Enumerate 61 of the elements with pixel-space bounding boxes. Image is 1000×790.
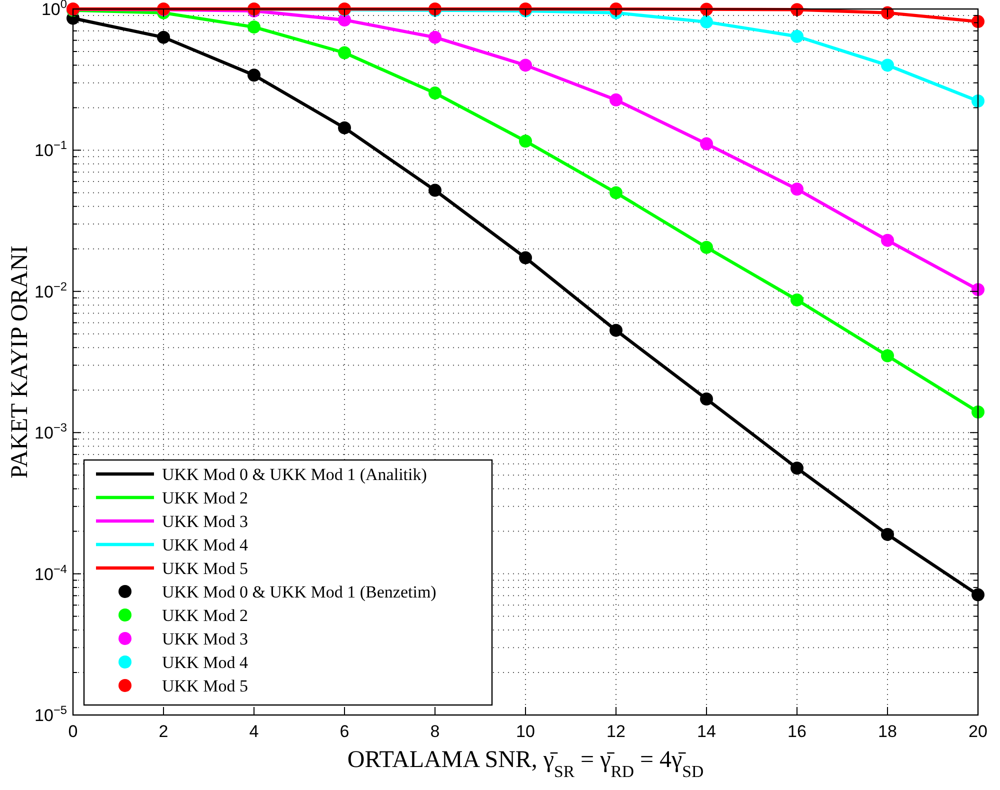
point: [972, 405, 984, 418]
point: [790, 30, 804, 43]
point: [790, 293, 804, 306]
point: [790, 182, 804, 196]
point: [700, 240, 713, 254]
legend-label: UKK Mod 4: [162, 536, 248, 554]
point: [338, 121, 351, 134]
legend-label: UKK Mod 5: [162, 676, 248, 696]
x-tick-label: 2: [158, 722, 168, 741]
point: [428, 184, 442, 197]
legend-label: UKK Mod 5: [162, 559, 248, 578]
x-tick-label: 10: [516, 722, 535, 741]
y-tick-label: 10$^{−3}$: [34, 420, 68, 443]
x-tick-label: 16: [788, 722, 806, 741]
point: [610, 324, 622, 337]
x-axis-title: ORTALAMA SNR, γ̄$_{SR}$ = γ̄$_{RD}$ = 4γ̄$_{SD}$: [347, 747, 704, 780]
x-tick-label: 6: [340, 722, 350, 741]
point: [519, 134, 532, 148]
point: [338, 13, 351, 26]
x-tick-label: 12: [606, 722, 626, 741]
y-tick-label: 10$^{−2}$: [34, 279, 68, 302]
point: [790, 462, 804, 475]
point: [881, 6, 894, 20]
legend-label: UKK Mod 3: [162, 512, 248, 531]
point: [881, 349, 894, 362]
point: [248, 68, 260, 82]
x-tick-label: 14: [697, 722, 716, 741]
point: [700, 15, 713, 28]
y-tick-label: 10$^{−4}$: [34, 562, 68, 584]
point: [700, 392, 713, 406]
point: [881, 234, 894, 247]
point: [610, 93, 622, 106]
legend-label: UKK Mod 4: [162, 653, 248, 672]
x-tick-label: 20: [968, 722, 988, 741]
legend-label: UKK Mod 2: [162, 488, 248, 508]
legend-label: UKK Mod 3: [162, 630, 248, 648]
x-tick-label: 4: [249, 722, 259, 741]
legend-label: UKK Mod 0 & UKK Mod 1 (Benzetim): [162, 582, 436, 602]
point: [338, 46, 351, 60]
point: [610, 186, 622, 200]
legend-label: UKK Mod 2: [162, 606, 248, 625]
y-tick-label: 10$^{−1}$: [34, 138, 68, 160]
y-axis-title: PAKET KAYIP ORANI: [7, 246, 33, 478]
y-tick-label: 10$^{0}$: [41, 0, 68, 19]
x-tick-label: 8: [430, 722, 440, 741]
point: [519, 251, 532, 264]
legend-label: UKK Mod 0 & UKK Mod 1 (Analitik): [162, 465, 427, 484]
point: [428, 30, 442, 44]
point: [881, 58, 894, 72]
point: [881, 528, 894, 541]
y-tick-label: 10$^{−5}$: [34, 703, 68, 725]
point: [248, 20, 260, 34]
point: [157, 30, 170, 44]
x-tick-label: 18: [878, 722, 897, 741]
point: [972, 15, 984, 28]
point: [519, 58, 532, 72]
x-tick-label: 0: [68, 722, 78, 741]
point: [700, 137, 713, 150]
point: [972, 588, 984, 602]
point: [972, 94, 984, 108]
point: [428, 86, 442, 100]
